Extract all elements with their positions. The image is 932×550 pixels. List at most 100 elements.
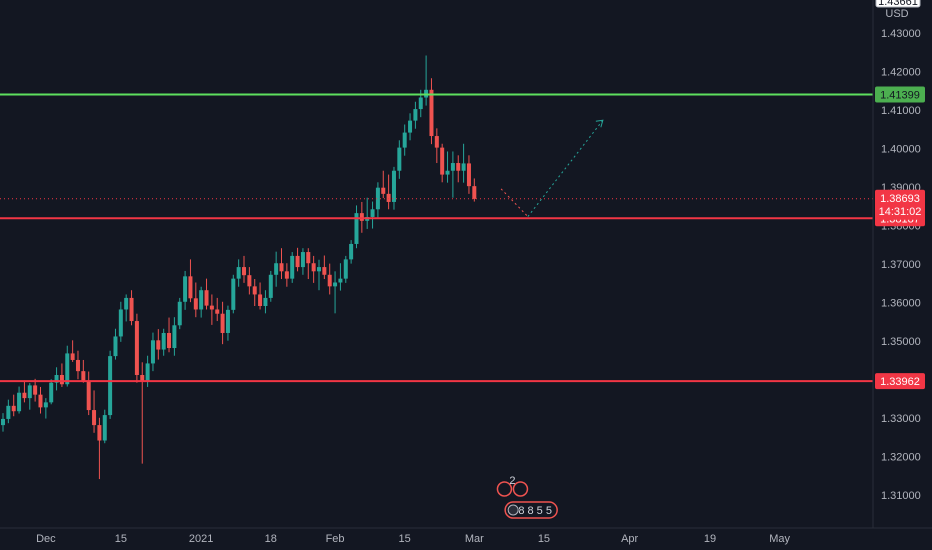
candle[interactable]	[316, 259, 321, 291]
candle[interactable]	[381, 170, 386, 199]
plot-area[interactable]	[1, 55, 477, 480]
candle[interactable]	[150, 332, 155, 372]
candle[interactable]	[86, 371, 91, 416]
price-tick-label: 1.42000	[881, 66, 921, 78]
candle[interactable]	[295, 247, 300, 272]
candle[interactable]	[161, 328, 166, 356]
candle[interactable]	[167, 317, 172, 353]
candle[interactable]	[300, 248, 305, 275]
candle[interactable]	[290, 252, 295, 283]
candle[interactable]	[258, 282, 263, 310]
candle[interactable]	[397, 140, 402, 179]
event-marker[interactable]: 8 8 5 5	[504, 501, 558, 519]
candle[interactable]	[402, 124, 407, 156]
candle[interactable]	[263, 290, 268, 314]
candle-body	[375, 187, 380, 210]
candle[interactable]	[327, 263, 332, 295]
candle[interactable]	[129, 290, 134, 326]
candle[interactable]	[466, 155, 471, 194]
candle[interactable]	[199, 286, 204, 318]
candle[interactable]	[54, 367, 59, 391]
candle-body	[193, 298, 198, 310]
candle[interactable]	[1, 413, 5, 432]
candle[interactable]	[17, 386, 22, 414]
candle[interactable]	[284, 263, 289, 287]
candle[interactable]	[242, 255, 247, 283]
candle-body	[397, 147, 402, 171]
candle[interactable]	[354, 205, 359, 249]
candle[interactable]	[252, 279, 257, 307]
candle[interactable]	[349, 240, 354, 264]
candle[interactable]	[236, 259, 241, 287]
candle[interactable]	[429, 78, 434, 145]
candle[interactable]	[38, 386, 43, 414]
flag-icon	[512, 481, 529, 497]
candle[interactable]	[113, 328, 118, 360]
candle[interactable]	[97, 417, 102, 480]
candle[interactable]	[231, 274, 236, 314]
candle[interactable]	[408, 113, 413, 141]
candle[interactable]	[22, 380, 27, 403]
candle[interactable]	[461, 143, 466, 183]
candle[interactable]	[225, 305, 230, 341]
candle[interactable]	[456, 155, 461, 183]
candle[interactable]	[108, 350, 113, 419]
candle[interactable]	[279, 248, 284, 280]
candle[interactable]	[434, 128, 439, 164]
candle[interactable]	[92, 390, 97, 433]
candle[interactable]	[27, 383, 32, 410]
candle[interactable]	[156, 329, 161, 360]
candle[interactable]	[102, 409, 107, 444]
level-tag-background	[875, 373, 925, 390]
event-marker[interactable]: 2	[496, 475, 529, 497]
candle[interactable]	[215, 297, 220, 322]
candle[interactable]	[43, 398, 48, 419]
candle[interactable]	[413, 101, 418, 129]
candle[interactable]	[124, 294, 129, 322]
candle[interactable]	[322, 255, 327, 280]
candle[interactable]	[306, 248, 311, 280]
candle[interactable]	[172, 317, 177, 356]
candle[interactable]	[333, 271, 338, 314]
candle[interactable]	[450, 151, 455, 198]
candle[interactable]	[386, 174, 391, 210]
candle[interactable]	[370, 201, 375, 229]
candle[interactable]	[445, 151, 450, 183]
candle[interactable]	[59, 363, 64, 387]
candle[interactable]	[183, 270, 188, 310]
candle[interactable]	[134, 313, 139, 383]
candle[interactable]	[177, 297, 182, 330]
current-tag-background	[875, 189, 925, 220]
candle[interactable]	[11, 394, 16, 417]
time-axis[interactable]: Dec 15 2021 18 Feb 15 Mar 15 Apr 19 May	[36, 533, 790, 545]
candle[interactable]	[70, 340, 75, 362]
candle[interactable]	[247, 267, 252, 295]
candle[interactable]	[268, 270, 273, 302]
candle[interactable]	[209, 294, 214, 325]
candle[interactable]	[440, 143, 445, 183]
candle[interactable]	[188, 259, 193, 303]
candle[interactable]	[472, 178, 477, 202]
candle[interactable]	[118, 301, 123, 342]
candle[interactable]	[6, 399, 11, 424]
candle[interactable]	[391, 166, 396, 210]
candle[interactable]	[274, 251, 279, 287]
candle-body	[17, 392, 22, 412]
candle[interactable]	[311, 255, 316, 283]
candle[interactable]	[140, 362, 145, 464]
candle[interactable]	[33, 378, 38, 402]
candle[interactable]	[338, 263, 343, 291]
candle[interactable]	[193, 282, 198, 318]
candle[interactable]	[65, 345, 70, 387]
candle[interactable]	[75, 350, 80, 380]
candle[interactable]	[49, 379, 54, 405]
candle[interactable]	[343, 255, 348, 283]
event-markers[interactable]: 2 8 8 5 5	[496, 475, 558, 519]
candle[interactable]	[81, 359, 86, 383]
candle[interactable]	[220, 301, 225, 345]
candle-body	[461, 163, 466, 171]
candle[interactable]	[204, 278, 209, 310]
candle[interactable]	[375, 182, 380, 218]
